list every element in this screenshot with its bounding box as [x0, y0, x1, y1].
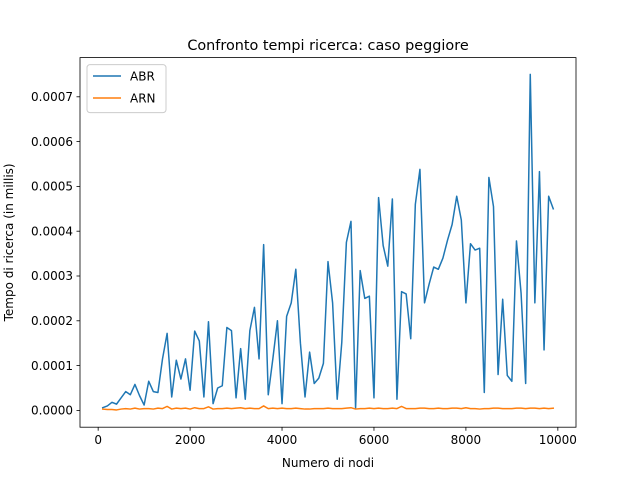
legend-label-arn: ARN — [130, 92, 156, 106]
legend: ABR ARN — [86, 64, 167, 114]
x-axis: 0 2000 4000 6000 8000 10000 — [94, 427, 577, 447]
plot-frame — [79, 57, 577, 428]
y-tick-label: 0.0006 — [31, 135, 73, 149]
x-axis-label: Numero di nodi — [282, 456, 374, 470]
chart-title: Confronto tempi ricerca: caso peggiore — [187, 38, 469, 54]
y-tick-label: 0.0003 — [31, 269, 73, 283]
y-axis-label: Tempo di ricerca (in millis) — [2, 163, 16, 322]
y-tick-label: 0.0007 — [31, 90, 73, 104]
y-tick-label: 0.0000 — [31, 404, 73, 418]
x-tick-label: 2000 — [175, 433, 206, 447]
x-tick-label: 8000 — [451, 433, 482, 447]
series-line-arn — [101, 405, 555, 411]
y-tick-label: 0.0002 — [31, 314, 73, 328]
legend-label-abr: ABR — [130, 70, 155, 84]
y-tick-label: 0.0004 — [31, 224, 73, 238]
x-tick-label: 4000 — [267, 433, 298, 447]
series-layer — [101, 73, 555, 411]
x-tick-label: 10000 — [539, 433, 577, 447]
y-axis: 0.0000 0.0001 0.0002 0.0003 0.0004 0.0005 0.00… — [31, 90, 80, 418]
x-tick-label: 6000 — [359, 433, 390, 447]
y-tick-label: 0.0001 — [31, 359, 73, 373]
series-line-abr — [101, 73, 555, 409]
x-tick-label: 0 — [94, 433, 102, 447]
y-tick-label: 0.0005 — [31, 180, 73, 194]
